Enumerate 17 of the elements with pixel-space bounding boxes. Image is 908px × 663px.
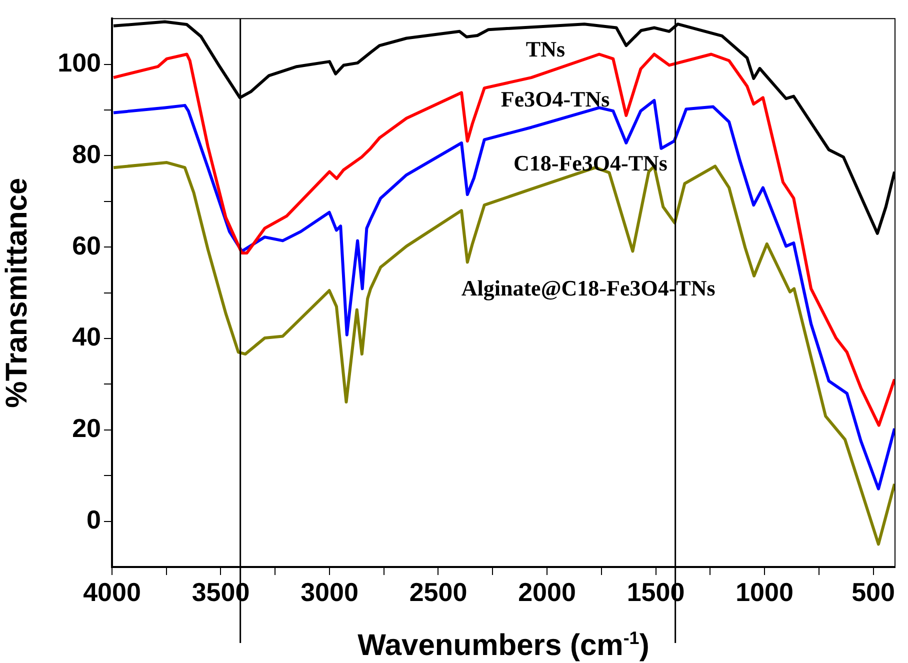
y-axis-title: %Transmittance [0, 178, 34, 408]
x-tick-label: 2500 [409, 576, 468, 607]
x-tick-label: 2000 [518, 576, 576, 607]
series-label: Fe3O4-TNs [500, 86, 610, 112]
x-tick-label: 1000 [736, 576, 794, 607]
y-tick-label: 60 [72, 230, 101, 260]
x-tick-label: 3000 [300, 576, 358, 607]
y-tick-label: 20 [72, 413, 101, 444]
y-tick-label: 40 [72, 322, 101, 352]
y-tick-label: 80 [72, 138, 101, 169]
y-tick-label: 0 [86, 504, 101, 534]
y-tick-label: 100 [58, 47, 101, 78]
x-axis-title: Wavenumbers (cm$^{-1}$) [356, 627, 650, 663]
x-tick-label: 4000 [83, 576, 141, 607]
series-label: TNs [526, 36, 566, 62]
x-tick-label: 500 [852, 576, 895, 607]
series-label: C18-Fe3O4-TNs [514, 150, 668, 176]
